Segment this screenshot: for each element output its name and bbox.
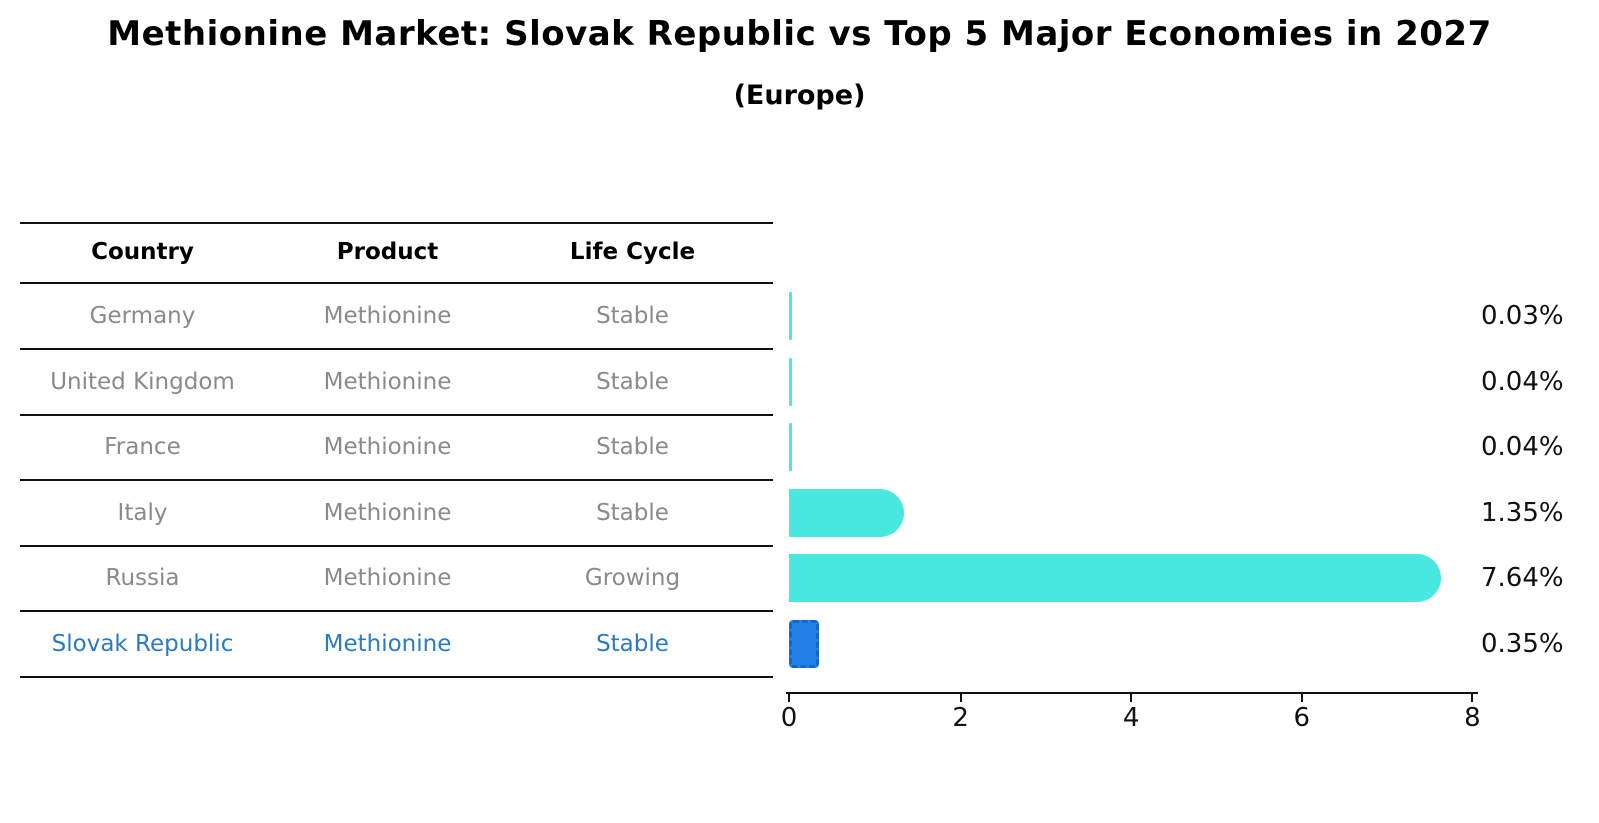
cell-product: Methionine [323,368,452,395]
bar-france [789,423,793,472]
table-row-russia: Russia Methionine Growing [0,546,775,612]
x-tick-label: 8 [1464,703,1481,733]
bar-value-label: 0.35% [1481,628,1564,659]
cell-product: Methionine [323,303,452,330]
bar-russia [789,554,1441,603]
table-row-germany: Germany Methionine Stable [0,284,775,350]
cell-lifecycle: Stable [596,499,669,526]
cell-lifecycle: Stable [596,368,669,395]
cell-country: France [104,434,181,461]
table-row-rule [20,479,773,481]
x-tick-label: 2 [952,703,969,733]
cell-lifecycle: Growing [584,565,681,592]
x-tick-label: 4 [1122,703,1140,733]
bar-germany [789,292,792,341]
cell-country: United Kingdom [50,368,235,395]
chart-title: Methionine Market: Slovak Republic vs To… [107,14,1492,54]
bar-united-kingdom [789,357,793,406]
table-row-italy: Italy Methionine Stable [0,480,775,546]
cell-lifecycle: Stable [596,303,669,330]
cell-product: Methionine [323,499,452,526]
x-tick [1130,694,1133,702]
bar-value-label: 7.64% [1481,563,1564,594]
cell-country: Italy [117,499,168,526]
table-row-france: France Methionine Stable [0,415,775,481]
bar-value-label: 0.04% [1481,366,1564,397]
bar-value-label: 1.35% [1481,497,1564,528]
bar-slovak-republic [789,619,819,668]
table-row-rule [20,413,773,416]
x-tick [959,694,962,702]
bar-italy [789,488,905,537]
cell-product: Methionine [323,630,452,657]
column-header-country: Country [91,239,194,265]
column-header-lifecycle: Life Cycle [569,239,696,265]
table-bottom-rule [20,675,773,678]
chart-subtitle: (Europe) [733,80,866,111]
cell-product: Methionine [323,565,452,592]
table-top-rule [20,222,773,224]
table-row-rule [20,348,773,350]
table-row-rule [20,610,773,612]
cell-product: Methionine [323,434,452,461]
cell-lifecycle: Stable [596,434,669,461]
column-header-product: Product [336,239,439,265]
table-header-rule [20,282,773,284]
x-axis-line [786,692,1478,694]
cell-country: Germany [89,303,196,330]
x-tick [1471,694,1474,702]
x-tick [788,694,790,702]
x-tick-label: 6 [1293,703,1311,733]
table-row-rule [20,544,773,547]
bar-value-label: 0.04% [1481,432,1564,463]
cell-country: Slovak Republic [51,630,234,657]
cell-lifecycle: Stable [596,630,669,657]
x-tick [1300,694,1303,702]
table-row-slovak-republic: Slovak Republic Methionine Stable [0,611,775,677]
table-header-row: Country Product Life Cycle [0,222,775,282]
bar-value-label: 0.03% [1481,301,1564,332]
x-tick-label: 0 [780,703,798,733]
cell-country: Russia [105,565,180,592]
table-row-united-kingdom: United Kingdom Methionine Stable [0,349,775,415]
